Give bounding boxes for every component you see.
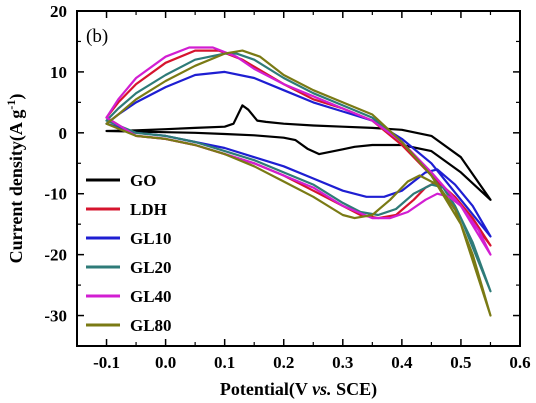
legend-label-ldh: LDH xyxy=(130,200,167,219)
tick-labels: -0.1 0.0 0.1 0.2 0.3 0.4 0.5 0.6 -30 -20 -10 0 10 20 xyxy=(44,2,530,372)
y-tick-label: -20 xyxy=(44,246,67,265)
panel-label: (b) xyxy=(86,26,108,47)
legend-label-gl20: GL20 xyxy=(130,258,172,277)
x-axis-label-part-2: vs. xyxy=(312,379,332,399)
x-tick-label: 0.3 xyxy=(332,353,353,372)
x-axis-label-part-1: Potential(V xyxy=(220,379,312,400)
x-axis-label: Potential(V vs. SCE) xyxy=(220,379,377,400)
series-line-gl40 xyxy=(105,46,492,256)
series-line-gl80 xyxy=(105,49,492,317)
x-tick-label: 0.2 xyxy=(273,353,294,372)
legend-label-go: GO xyxy=(130,171,156,190)
y-axis-label-main: Current density(A g xyxy=(6,110,27,264)
y-tick-label: 20 xyxy=(50,2,67,21)
y-axis-label-sup: -1 xyxy=(4,100,18,110)
plot-frame xyxy=(76,10,521,347)
series-line-go xyxy=(105,104,492,201)
y-tick-label: 0 xyxy=(59,124,68,143)
x-tick-label: 0.1 xyxy=(214,353,235,372)
y-axis-label: Current density(A g-1) xyxy=(4,94,27,264)
y-tick-label: 10 xyxy=(50,63,67,82)
y-tick-label: -30 xyxy=(44,307,67,326)
x-tick-label: 0.5 xyxy=(450,353,471,372)
tick-marks xyxy=(77,10,521,346)
y-tick-label: -10 xyxy=(44,185,67,204)
series-lines xyxy=(105,46,492,317)
x-axis-label-part-3: SCE) xyxy=(332,379,378,400)
legend-label-gl40: GL40 xyxy=(130,287,172,306)
y-axis-label-close: ) xyxy=(6,94,27,100)
x-tick-label: 0.6 xyxy=(509,353,530,372)
x-tick-label: 0.4 xyxy=(391,353,413,372)
x-tick-label: -0.1 xyxy=(93,353,120,372)
x-tick-label: 0.0 xyxy=(155,353,176,372)
legend-label-gl80: GL80 xyxy=(130,316,172,335)
legend-label-gl10: GL10 xyxy=(130,229,172,248)
series-line-gl10 xyxy=(105,70,492,238)
legend: GO LDH GL10 GL20 GL40 GL80 xyxy=(86,171,172,335)
